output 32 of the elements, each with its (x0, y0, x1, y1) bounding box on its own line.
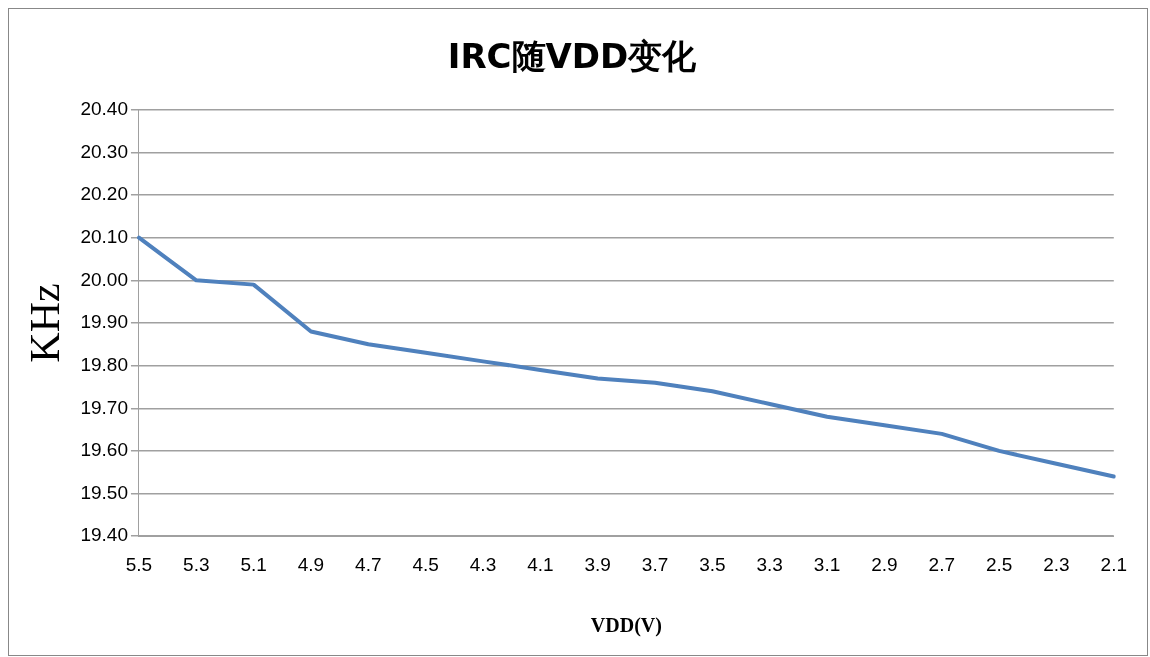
x-tick-label: 5.3 (183, 553, 210, 575)
y-tick-label: 20.10 (80, 225, 128, 247)
y-tick-label: 19.70 (80, 396, 128, 418)
y-tick-label: 20.30 (80, 140, 128, 162)
y-tick-label: 20.00 (80, 268, 128, 290)
x-tick-label: 5.5 (125, 553, 153, 575)
x-tick-label: 3.7 (641, 553, 669, 575)
x-tick-label: 3.9 (584, 553, 611, 575)
y-tick-label: 19.50 (80, 481, 128, 503)
y-tick-label: 19.40 (80, 524, 128, 546)
y-tick-label: 20.20 (80, 183, 128, 205)
x-tick-label: 4.7 (355, 553, 382, 575)
x-tick-label: 3.3 (756, 553, 783, 575)
x-tick-label: 4.9 (297, 553, 325, 575)
x-tick-label: 3.5 (699, 553, 726, 575)
chart-title: IRC随VDD变化 (447, 36, 698, 77)
x-tick-label: 2.5 (985, 553, 1013, 575)
x-tick-label: 2.9 (871, 553, 898, 575)
y-tick-label: 20.40 (80, 98, 128, 120)
x-tick-label: 4.1 (527, 553, 554, 575)
x-tick-label: 2.3 (1043, 553, 1070, 575)
y-tick-label: 19.60 (80, 439, 128, 461)
x-tick-label: 2.7 (928, 553, 955, 575)
y-axis-title: KHz (22, 283, 69, 363)
y-tick-label: 19.90 (80, 311, 128, 333)
x-axis-title: VDD(V) (590, 614, 662, 638)
x-tick-label: 2.1 (1100, 553, 1127, 575)
x-tick-label: 5.1 (240, 553, 267, 575)
x-tick-label: 3.1 (813, 553, 841, 575)
x-tick-label: 4.3 (469, 553, 497, 575)
x-tick-label: 4.5 (412, 553, 439, 575)
y-tick-label: 19.80 (80, 353, 128, 375)
